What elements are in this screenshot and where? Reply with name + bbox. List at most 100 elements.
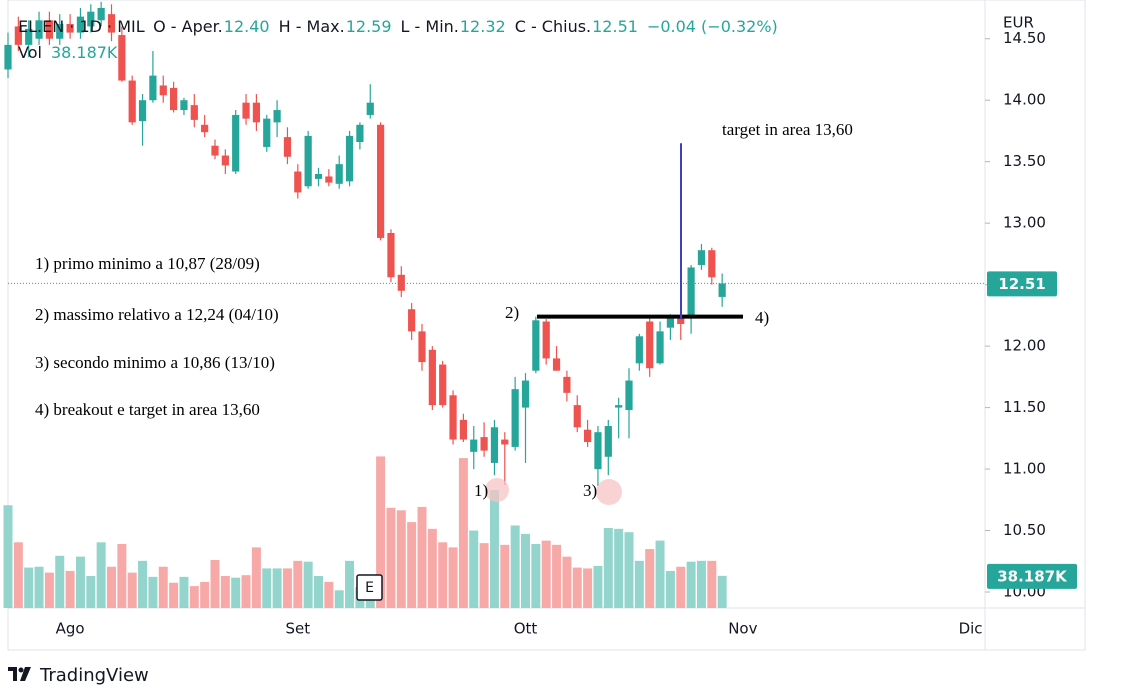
logo-mark bbox=[18, 667, 24, 673]
candle-body bbox=[408, 309, 416, 332]
volume-bar bbox=[469, 530, 479, 608]
last-price-tag bbox=[987, 271, 1057, 297]
volume-bar bbox=[552, 544, 562, 608]
volume-bar bbox=[272, 568, 282, 608]
candle-body bbox=[532, 320, 540, 371]
candle-body bbox=[449, 395, 457, 440]
volume-bar bbox=[3, 505, 13, 608]
note: 2) massimo relativo a 12,24 (04/10) bbox=[35, 305, 279, 324]
candle-body bbox=[76, 16, 85, 33]
volume-bar bbox=[127, 572, 137, 608]
currency: EUR bbox=[1003, 14, 1034, 32]
volume-bar bbox=[624, 532, 634, 608]
candle-body bbox=[563, 376, 571, 393]
candle-body bbox=[335, 164, 343, 184]
candle-body bbox=[107, 14, 116, 33]
volume-bar bbox=[458, 458, 468, 608]
logo bbox=[8, 667, 31, 681]
volume-bar bbox=[24, 567, 34, 608]
x-tick-label: Ago bbox=[56, 620, 85, 638]
volume-bar bbox=[200, 581, 210, 608]
candle-body bbox=[283, 137, 292, 157]
volume-bar bbox=[593, 565, 603, 608]
volume-bar bbox=[314, 576, 323, 608]
y-tick-label: 14.50 bbox=[1003, 29, 1046, 47]
candle-body bbox=[97, 8, 105, 21]
candle-body bbox=[190, 105, 198, 120]
x-tick-label: Set bbox=[285, 620, 310, 638]
volume-bar bbox=[13, 542, 23, 608]
candle-body bbox=[521, 380, 530, 408]
candle-body bbox=[35, 20, 43, 39]
marker-label: 1) bbox=[474, 481, 488, 500]
volume-bar bbox=[55, 555, 65, 608]
marker-label: 3) bbox=[583, 481, 597, 500]
volume-bar bbox=[676, 566, 686, 608]
candle-body bbox=[211, 145, 219, 156]
last-price-label: 12.51 bbox=[998, 275, 1045, 293]
volume-bar bbox=[376, 456, 386, 608]
candle-body bbox=[4, 44, 12, 70]
candle-body bbox=[604, 426, 612, 457]
candle-layer bbox=[4, 1, 726, 487]
volume-bar bbox=[96, 542, 106, 608]
candle-body bbox=[552, 358, 561, 371]
candle-body bbox=[294, 171, 302, 193]
y-tick-label: 14.00 bbox=[1003, 91, 1046, 109]
y-tick-label: 13.00 bbox=[1003, 214, 1046, 232]
ohlc-key: L - Min. bbox=[401, 17, 459, 36]
event-label[interactable]: E bbox=[365, 580, 374, 596]
volume-bar bbox=[262, 568, 272, 608]
candle-body bbox=[201, 124, 209, 133]
ohlc-key: C - Chius. bbox=[515, 17, 591, 36]
volume-bar bbox=[521, 533, 530, 608]
candle-body bbox=[314, 173, 323, 179]
candle-body bbox=[708, 250, 716, 278]
change: −0.04 (−0.32%) bbox=[647, 17, 778, 36]
volume-bar bbox=[510, 525, 520, 608]
candle-body bbox=[304, 135, 312, 187]
volume-bar bbox=[479, 543, 489, 608]
volume-bar bbox=[324, 581, 334, 608]
target-note: target in area 13,60 bbox=[722, 120, 853, 139]
marker-label: 2) bbox=[505, 303, 519, 322]
volume-bar bbox=[572, 567, 582, 608]
volume-bar bbox=[427, 528, 437, 608]
volume-bar bbox=[583, 568, 593, 608]
candle-body bbox=[25, 28, 33, 45]
volume-bar bbox=[179, 576, 189, 608]
y-tick-label: 10.50 bbox=[1003, 521, 1046, 539]
y-tick-label: 11.00 bbox=[1003, 460, 1046, 478]
candle-body bbox=[159, 85, 167, 96]
ohlc-value: 12.32 bbox=[460, 17, 506, 36]
candle-body bbox=[252, 102, 260, 123]
volume-bar bbox=[86, 576, 96, 608]
volume-bar bbox=[500, 544, 510, 608]
footer-brand: TradingView bbox=[39, 665, 149, 686]
marker-label: 4) bbox=[755, 308, 769, 327]
ohlc-key: H - Max. bbox=[279, 17, 345, 36]
event-box[interactable] bbox=[356, 574, 383, 601]
candle-body bbox=[542, 321, 550, 359]
candle-body bbox=[149, 75, 157, 101]
candle-body bbox=[180, 100, 188, 111]
candle-body bbox=[470, 439, 478, 452]
x-tick-label: Dic bbox=[959, 620, 983, 638]
volume-bar bbox=[169, 582, 179, 608]
candle-body bbox=[666, 316, 674, 328]
volume-bar bbox=[603, 528, 613, 608]
volume-bar bbox=[386, 507, 396, 608]
note: 1) primo minimo a 10,87 (28/09) bbox=[35, 254, 260, 273]
volume-bar bbox=[303, 561, 313, 608]
note: 4) breakout e target in area 13,60 bbox=[35, 400, 260, 419]
candle-body bbox=[625, 380, 633, 411]
marker-circle bbox=[485, 478, 509, 502]
candle-body bbox=[66, 23, 74, 33]
volume-bar bbox=[293, 560, 303, 608]
candle-body bbox=[718, 283, 726, 297]
y-tick-label: 13.50 bbox=[1003, 152, 1046, 170]
volume-bar bbox=[251, 547, 261, 608]
candle-body bbox=[170, 87, 178, 111]
candle-body bbox=[428, 349, 436, 406]
candle-body bbox=[594, 432, 602, 470]
